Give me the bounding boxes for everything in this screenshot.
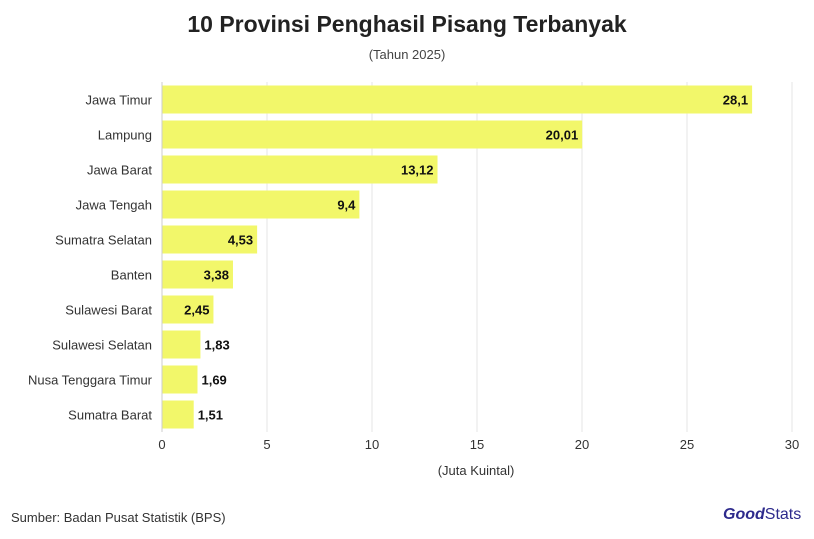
value-label: 20,01 bbox=[546, 128, 579, 143]
x-tick-label: 25 bbox=[680, 437, 694, 452]
category-label: Sulawesi Barat bbox=[65, 303, 152, 318]
bar bbox=[162, 365, 198, 394]
category-label: Jawa Tengah bbox=[76, 198, 152, 213]
bar bbox=[162, 120, 583, 149]
x-tick-label: 30 bbox=[785, 437, 799, 452]
value-label: 4,53 bbox=[228, 233, 253, 248]
value-label: 28,1 bbox=[723, 93, 748, 108]
x-tick-label: 15 bbox=[470, 437, 484, 452]
x-axis-label: (Juta Kuintal) bbox=[438, 463, 515, 478]
bar bbox=[162, 400, 194, 429]
category-label: Jawa Timur bbox=[86, 93, 153, 108]
value-label: 1,83 bbox=[204, 338, 229, 353]
category-label: Jawa Barat bbox=[87, 163, 152, 178]
x-tick-label: 0 bbox=[158, 437, 165, 452]
goodstats-logo: GoodStats bbox=[723, 506, 802, 523]
bar bbox=[162, 225, 258, 254]
source-note: Sumber: Badan Pusat Statistik (BPS) bbox=[11, 510, 226, 525]
bar bbox=[162, 330, 201, 359]
x-tick-label: 10 bbox=[365, 437, 379, 452]
x-tick-label: 5 bbox=[263, 437, 270, 452]
category-label: Banten bbox=[111, 268, 152, 283]
value-label: 9,4 bbox=[337, 198, 356, 213]
value-label: 1,69 bbox=[201, 373, 226, 388]
category-label: Nusa Tenggara Timur bbox=[28, 373, 153, 388]
value-label: 1,51 bbox=[198, 408, 223, 423]
category-label: Sulawesi Selatan bbox=[52, 338, 152, 353]
bar bbox=[162, 85, 753, 114]
chart-subtitle: (Tahun 2025) bbox=[368, 47, 446, 62]
bar bbox=[162, 260, 233, 289]
value-label: 2,45 bbox=[184, 303, 209, 318]
x-tick-label: 20 bbox=[575, 437, 589, 452]
chart-title: 10 Provinsi Penghasil Pisang Terbanyak bbox=[187, 11, 627, 37]
bar bbox=[162, 155, 438, 184]
bar bbox=[162, 295, 214, 324]
value-label: 13,12 bbox=[401, 163, 434, 178]
bar bbox=[162, 190, 360, 219]
value-label: 3,38 bbox=[204, 268, 229, 283]
category-label: Sumatra Selatan bbox=[55, 233, 152, 248]
category-label: Lampung bbox=[98, 128, 152, 143]
category-label: Sumatra Barat bbox=[68, 408, 152, 423]
